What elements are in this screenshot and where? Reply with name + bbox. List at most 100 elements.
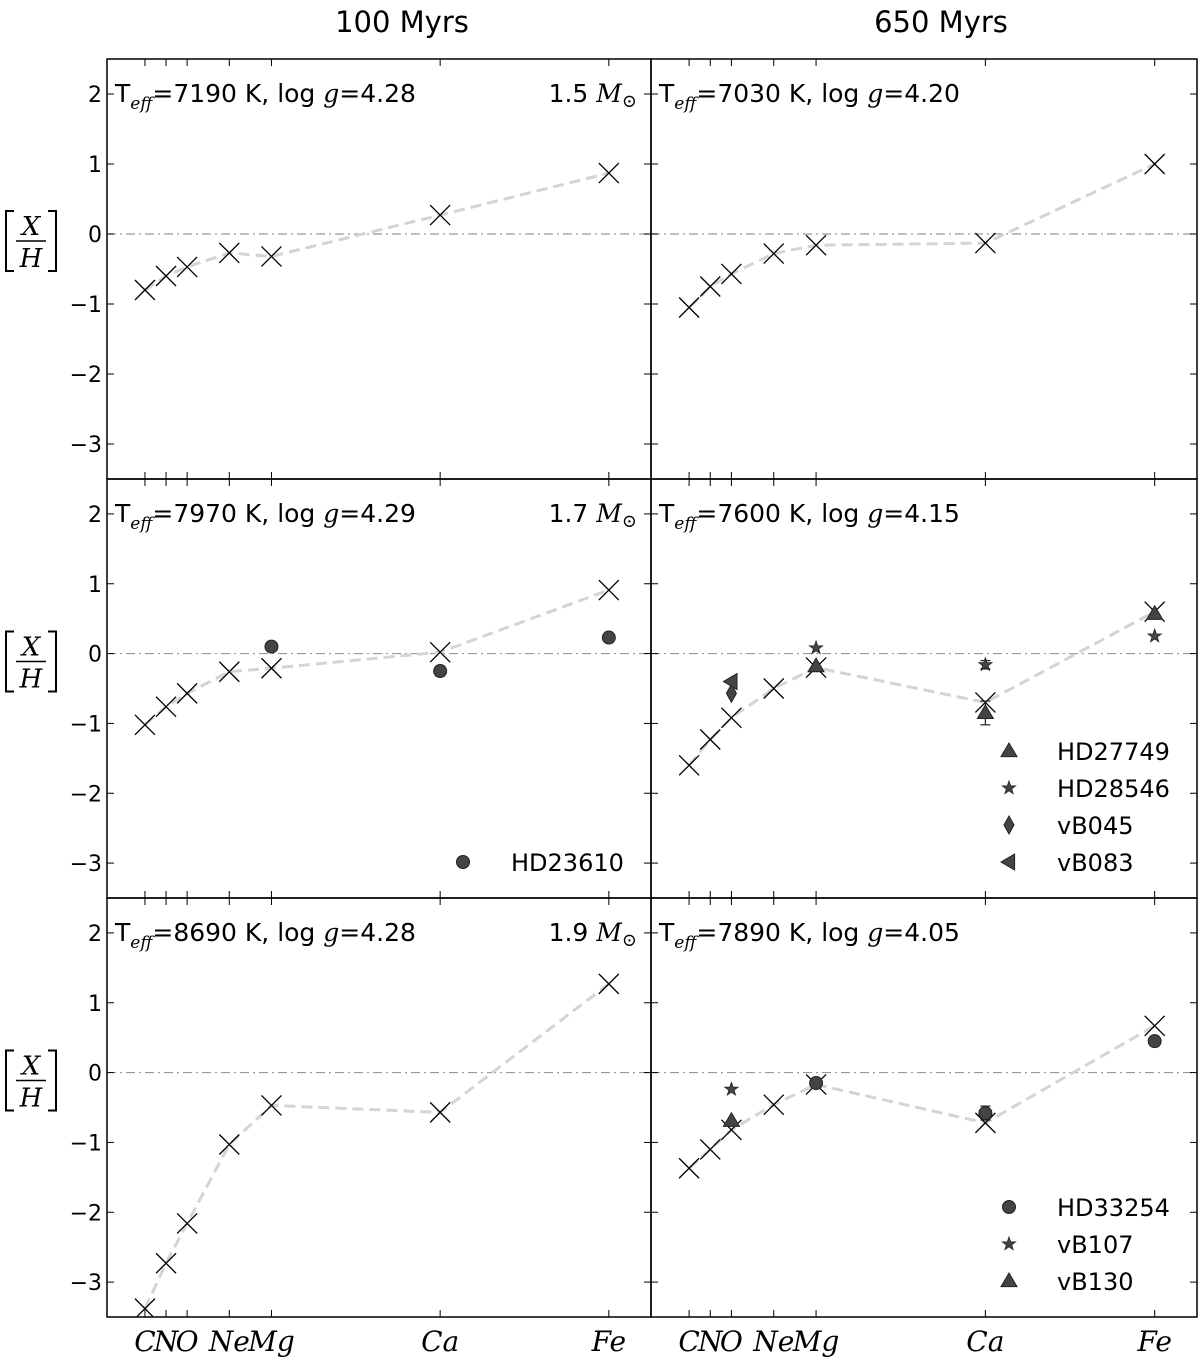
x-tick-label: N [153,1325,180,1358]
model-point-Ne [763,1094,785,1116]
legend: HD23610 [456,849,624,877]
obs-HD28546-Mg [808,639,824,655]
model-point-Ca [974,232,996,254]
y-tick-label: 2 [88,83,102,108]
legend-marker-HD28546 [1001,779,1017,795]
panel-0-0: 2 1 0 −1 −2 −3 Teff=7190 K, log g=4.28 1.5 M⊙ [70,58,652,480]
ylabel-numerator: X [20,212,42,242]
model-point-Mg [261,1094,282,1116]
x-tick-label: Mg [247,1325,295,1358]
x-tick-label: Fe [1136,1325,1171,1358]
model-point-Ne [763,678,785,699]
panels: 2 1 0 −1 −2 −3 Teff=7190 K, log g=4.28 1.5 M⊙ Te… [70,58,1198,1358]
obs-HD28546-Fe [1146,627,1163,643]
model-point-N [155,265,177,287]
obs-HD27749-Ca [976,703,995,720]
model-point-C [678,297,700,318]
model-point-Fe [598,973,620,995]
obs-vB045-O [725,683,737,704]
obs-HD27749-Fe [1145,604,1164,620]
model-point-N [155,696,177,718]
legend-label-HD27749: HD27749 [1057,738,1170,766]
y-tick-label: −1 [70,712,102,737]
y-tick-label: −3 [70,433,102,458]
ylabel-numerator: X [20,633,42,663]
model-point-C [678,1157,700,1179]
obs-vB130-O [722,1111,741,1127]
legend-label-HD33254: HD33254 [1057,1194,1170,1222]
obs-HD33254-Mg [809,1076,824,1091]
y-tick-label: 0 [88,1062,102,1087]
model-line [688,162,1156,309]
legend-marker-vB045 [1003,814,1015,836]
panel-params: Teff=7600 K, log g=4.15 [658,499,960,534]
y-tick-label: −2 [70,782,102,807]
panel-mass: 1.5 M⊙ [549,79,637,112]
panel-data [134,579,620,736]
panel-data [678,1015,1166,1179]
ylabel-row-0: XH [5,210,57,274]
obs-vB083-O [722,672,738,691]
x-tick-label: Ca [421,1325,459,1358]
legend-label-vB045: vB045 [1057,812,1133,840]
legend-marker-vB083 [1000,853,1016,871]
y-tick-label: −2 [70,363,102,388]
legend-label-vB083: vB083 [1057,849,1133,877]
ylabel-numerator: X [20,1052,42,1082]
legend-label-vB107: vB107 [1057,1231,1133,1259]
model-point-O [720,263,742,285]
y-tick-label: −3 [70,1271,102,1296]
model-point-N [699,729,721,750]
model-point-Ne [763,243,785,265]
ylabel-denominator: H [19,1084,44,1114]
panel-params: Teff=7890 K, log g=4.05 [658,918,960,953]
model-point-C [134,1298,156,1317]
obs-HD23610-Fe [601,630,616,645]
model-point-Ne [218,1134,240,1155]
panel-0-1: Teff=7030 K, log g=4.20 [650,58,1198,480]
ylabel-row-2: XH [5,1049,57,1114]
ylabel-bracket-right [48,630,57,693]
panel-frame [650,897,1198,1318]
ylabel-denominator: H [19,244,44,274]
model-point-N [699,1138,721,1160]
model-point-C [678,754,700,776]
panel-mass: 1.7 M⊙ [549,499,637,532]
panel-frame [650,58,1198,480]
legend-label-vB130: vB130 [1057,1268,1133,1296]
legend-label-HD23610: HD23610 [511,849,624,877]
model-line [144,588,610,726]
model-point-O [720,707,742,729]
model-point-N [699,276,721,297]
x-tick-label: C [134,1325,155,1358]
panel-frame [106,897,652,1318]
model-point-Ca [429,204,451,226]
panel-1-0: 2 1 0 −1 −2 −3 Teff=7970 K, log g=4.29 1.7 M⊙ HD… [70,478,652,899]
ylabel-bracket-left [5,630,14,693]
model-point-Mg [261,245,282,267]
y-tick-label: 2 [88,922,102,947]
y-tick-label: 0 [88,643,102,668]
panel-params: Teff=7030 K, log g=4.20 [658,79,960,114]
obs-HD33254-Fe [1147,1034,1162,1049]
x-tick-label: Ca [966,1325,1004,1358]
model-point-Mg [261,657,282,679]
obs-HD33254-Ca [978,1106,993,1121]
model-point-O [176,1212,198,1234]
model-point-Ca [429,641,451,663]
x-tick-label: Ne [208,1325,250,1358]
model-point-Fe [598,579,620,601]
panel-data [678,153,1166,318]
legend-label-HD28546: HD28546 [1057,775,1170,803]
model-point-Fe [1144,153,1166,175]
model-line [144,171,610,292]
ylabel-denominator: H [19,665,44,695]
legend-marker-HD27749 [1000,742,1018,758]
x-tick-label: Fe [591,1325,626,1358]
x-tick-label: N [697,1325,724,1358]
y-tick-label: 0 [88,223,102,248]
model-point-O [176,682,198,704]
